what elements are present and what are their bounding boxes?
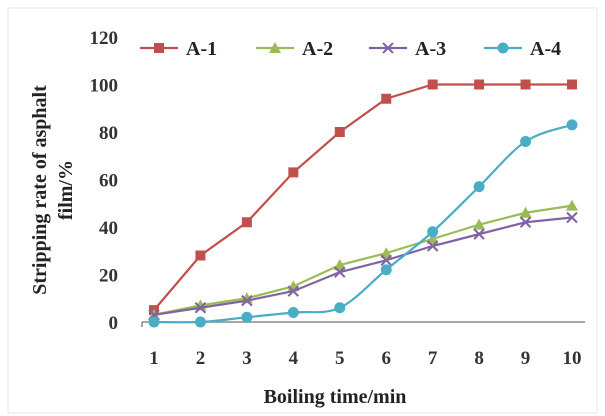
y-tick-label: 100	[90, 76, 119, 97]
y-tick-label: 80	[99, 123, 118, 144]
data-point	[194, 302, 207, 314]
y-axis-title-line: film/%	[55, 160, 77, 220]
x-tick-label: 5	[335, 348, 345, 369]
data-point	[520, 79, 531, 90]
legend-label: A-2	[302, 38, 333, 60]
legend-item-a-2: A-2	[256, 38, 333, 60]
legend-swatch-marker	[269, 42, 281, 53]
x-tick-label: 7	[428, 348, 438, 369]
y-tick-label: 0	[109, 313, 119, 334]
data-point	[426, 240, 439, 252]
chart-frame	[7, 7, 598, 414]
data-point	[241, 294, 253, 307]
x-tick-label: 2	[196, 348, 206, 369]
data-point	[288, 167, 299, 178]
legend-swatch-marker	[382, 42, 394, 54]
legend-label: A-4	[530, 38, 561, 60]
axes	[141, 321, 585, 327]
legend-item-a-1: A-1	[140, 38, 217, 60]
data-point	[381, 93, 392, 104]
series-layer	[148, 79, 578, 328]
data-point	[566, 211, 578, 224]
series-a-4	[148, 119, 578, 328]
data-point	[334, 127, 345, 137]
data-point	[241, 217, 252, 228]
series-line	[153, 83, 572, 311]
x-tick-label: 10	[563, 348, 582, 369]
data-point	[333, 259, 346, 270]
data-point	[380, 264, 392, 276]
data-point	[473, 228, 485, 240]
data-point	[567, 79, 577, 90]
data-point	[520, 136, 532, 147]
data-point	[474, 79, 485, 90]
series-line	[153, 204, 573, 316]
data-point	[334, 266, 346, 278]
data-point	[241, 311, 253, 323]
data-point	[334, 302, 346, 314]
data-point	[427, 226, 439, 238]
data-point	[473, 181, 485, 193]
data-point	[473, 218, 486, 230]
legend-item-a-4: A-4	[484, 38, 561, 60]
legend-label: A-1	[186, 38, 217, 60]
data-point	[566, 199, 578, 211]
legend-item-a-3: A-3	[369, 38, 446, 60]
series-a-3	[148, 211, 578, 321]
y-tick-label: 120	[90, 28, 119, 49]
x-tick-label: 8	[474, 348, 484, 369]
x-tick-labels: 1 2 3 4 5 6 7 8 9 10	[149, 348, 581, 369]
y-tick-label: 60	[99, 171, 118, 192]
legend-swatch-marker	[154, 43, 164, 53]
y-tick-label: 40	[99, 218, 118, 239]
y-tick-label: 20	[99, 266, 118, 287]
legend-swatch-marker	[497, 42, 509, 54]
data-point	[380, 247, 393, 259]
x-tick-label: 3	[242, 348, 252, 369]
series-line	[153, 123, 573, 324]
x-tick-label: 4	[289, 348, 299, 369]
data-point	[287, 285, 300, 297]
data-point	[194, 316, 206, 328]
data-point	[380, 254, 392, 266]
data-point	[566, 119, 578, 131]
data-point	[148, 316, 160, 328]
y-tick-labels: 0 20 40 60 80 100 120	[90, 28, 119, 334]
data-point	[519, 206, 532, 218]
legend: A-1 A-2 A-3 A-4	[140, 38, 561, 60]
data-point	[426, 232, 439, 244]
legend-label: A-3	[415, 38, 446, 60]
y-axis-title-line: Stripping rate of asphalt	[29, 85, 51, 295]
series-line	[153, 216, 573, 316]
x-tick-label: 9	[521, 348, 531, 369]
x-tick-label: 6	[381, 348, 391, 369]
data-point	[427, 79, 438, 90]
data-point	[287, 307, 299, 318]
data-point	[519, 216, 532, 228]
x-axis-title: Boiling time/min	[264, 386, 407, 408]
data-point	[195, 250, 206, 261]
x-tick-label: 1	[149, 348, 159, 369]
